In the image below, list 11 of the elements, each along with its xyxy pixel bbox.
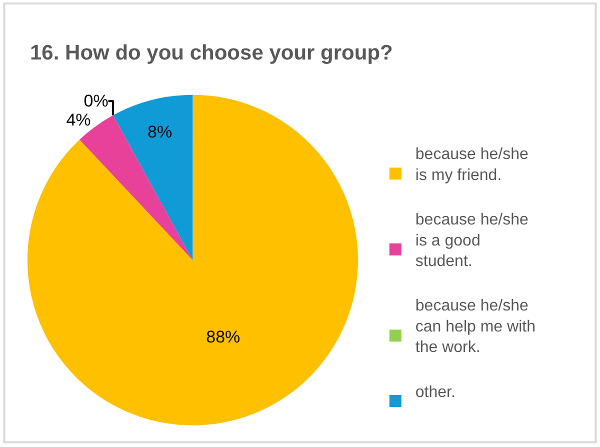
legend-label: other. [415, 384, 456, 401]
chart-title: 16. How do you choose your group? [30, 41, 393, 64]
pie-slice [28, 94, 358, 426]
data-label: 88% [206, 327, 240, 346]
legend-label: because he/she is my friend. [415, 146, 528, 184]
legend-label: because he/she is a good student. [415, 211, 528, 270]
pie-slice [113, 94, 193, 260]
data-label: 4% [66, 110, 91, 130]
data-label: 8% [147, 122, 172, 142]
text: 0% [84, 92, 108, 111]
legend-label: because he/she can help me with the work. [415, 298, 536, 356]
